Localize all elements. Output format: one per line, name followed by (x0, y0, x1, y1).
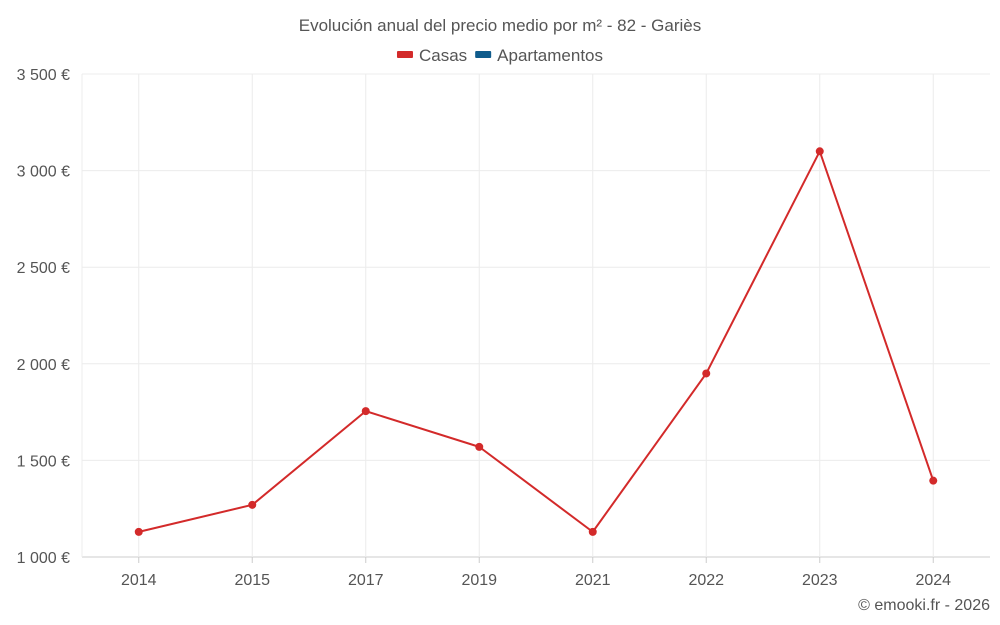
data-point (361, 407, 370, 416)
x-tick-label: 2017 (348, 572, 384, 589)
series-layer (134, 147, 938, 536)
data-point (248, 500, 257, 509)
legend-swatch-apartamentos (475, 51, 492, 58)
legend-swatch-casas (396, 51, 413, 58)
series-line-casas (138, 150, 935, 533)
data-point (929, 476, 938, 485)
data-point (588, 527, 597, 536)
x-tick-label: 2022 (688, 572, 724, 589)
credit-text: © emooki.fr - 2026 (858, 597, 990, 614)
grid (82, 73, 990, 558)
legend-label-casas: Casas (419, 46, 467, 65)
x-tick-label: 2024 (915, 572, 951, 589)
data-point (702, 369, 711, 378)
y-tick-label: 1 500 € (17, 453, 70, 470)
x-tick-label: 2014 (121, 572, 157, 589)
data-point (134, 527, 143, 536)
legend-label-apartamentos: Apartamentos (497, 46, 603, 65)
y-tick-label: 3 500 € (17, 67, 70, 84)
data-point (475, 442, 484, 451)
x-tick-label: 2019 (461, 572, 497, 589)
chart-title: Evolución anual del precio medio por m² … (299, 16, 702, 35)
y-tick-label: 2 500 € (17, 260, 70, 277)
x-tick-label: 2023 (802, 572, 838, 589)
data-point (815, 147, 824, 156)
y-tick-label: 2 000 € (17, 357, 70, 374)
y-tick-label: 1 000 € (17, 550, 70, 567)
x-tick-label: 2021 (575, 572, 611, 589)
legend: Casas Apartamentos (396, 46, 603, 65)
y-tick-label: 3 000 € (17, 164, 70, 181)
x-tick-label: 2015 (234, 572, 270, 589)
axes: 1 000 € 1 500 € 2 000 € 2 500 € 3 000 € 3 500… (17, 67, 952, 589)
